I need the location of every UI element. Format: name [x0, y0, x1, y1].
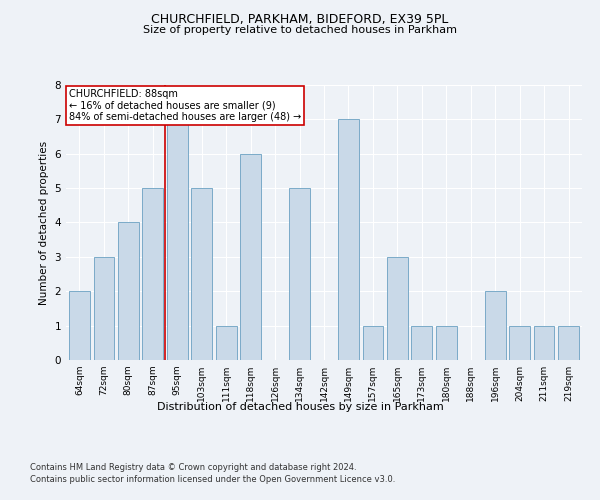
Text: Size of property relative to detached houses in Parkham: Size of property relative to detached ho… — [143, 25, 457, 35]
Text: CHURCHFIELD: 88sqm
← 16% of detached houses are smaller (9)
84% of semi-detached: CHURCHFIELD: 88sqm ← 16% of detached hou… — [68, 89, 301, 122]
Bar — [94, 257, 114, 360]
Bar — [216, 326, 236, 360]
Text: Contains public sector information licensed under the Open Government Licence v3: Contains public sector information licen… — [30, 475, 395, 484]
Y-axis label: Number of detached properties: Number of detached properties — [39, 140, 49, 304]
Bar — [69, 291, 90, 360]
Text: Contains HM Land Registry data © Crown copyright and database right 2024.: Contains HM Land Registry data © Crown c… — [30, 462, 356, 471]
Bar — [412, 326, 432, 360]
Bar — [509, 326, 530, 360]
Bar — [118, 222, 139, 360]
Bar — [387, 257, 408, 360]
Bar — [485, 291, 506, 360]
Bar — [338, 120, 359, 360]
Bar — [534, 326, 554, 360]
Bar — [558, 326, 579, 360]
Bar — [436, 326, 457, 360]
Bar — [142, 188, 163, 360]
Text: Distribution of detached houses by size in Parkham: Distribution of detached houses by size … — [157, 402, 443, 412]
Text: CHURCHFIELD, PARKHAM, BIDEFORD, EX39 5PL: CHURCHFIELD, PARKHAM, BIDEFORD, EX39 5PL — [151, 12, 449, 26]
Bar — [191, 188, 212, 360]
Bar — [362, 326, 383, 360]
Bar — [289, 188, 310, 360]
Bar — [240, 154, 261, 360]
Bar — [167, 120, 188, 360]
